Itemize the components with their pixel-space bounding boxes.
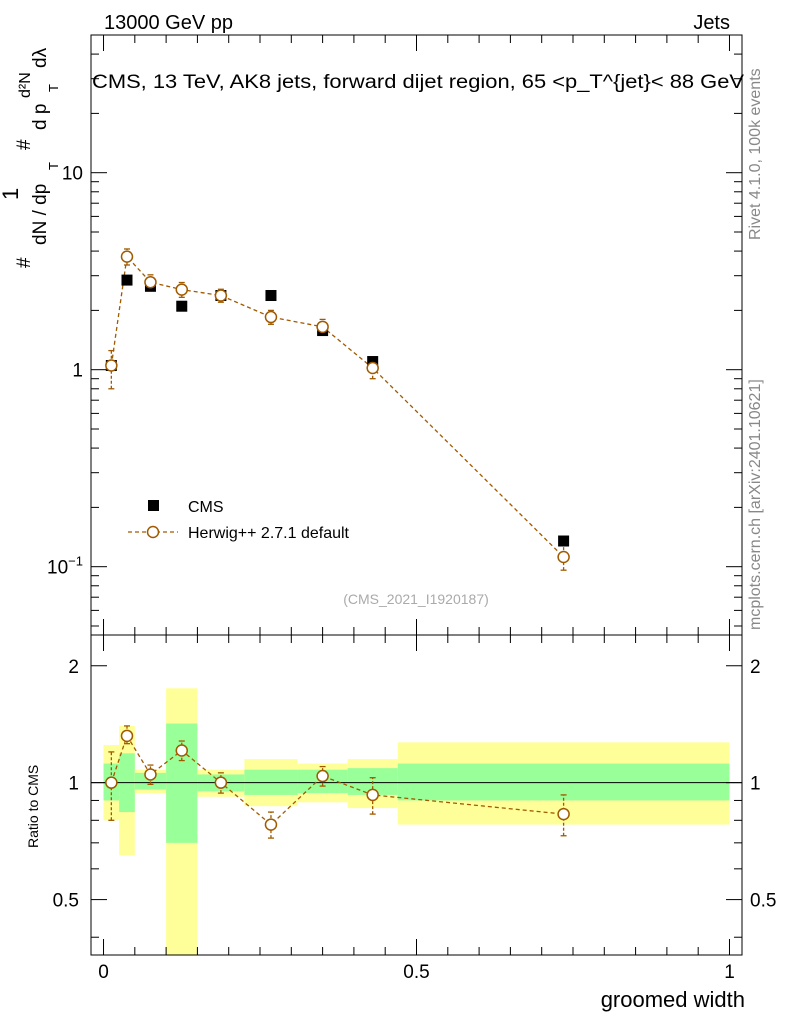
ratio-herwig-point (105, 776, 118, 789)
ratio-ytick-label-right: 0.5 (750, 891, 776, 912)
legend-herwig-label: Herwig++ 2.7.1 default (188, 525, 350, 542)
ratio-herwig-point (120, 729, 134, 743)
ratio-frame (90, 634, 743, 956)
xtick-label: 0.5 (403, 962, 429, 983)
herwig-point (557, 550, 570, 564)
x-axis-label: groomed width (601, 987, 745, 1012)
ratio-band-inner (134, 772, 167, 790)
ratio-herwig-point (557, 807, 570, 821)
legend: CMS Herwig++ 2.7.1 default (128, 499, 350, 542)
ratio-herwig-point (144, 768, 157, 781)
svg-text:T: T (46, 162, 61, 170)
ratio-herwig-point (366, 788, 379, 802)
mcplots-label: mcplots.cern.ch [arXiv:2401.10621] (747, 379, 764, 630)
svg-text:#: # (14, 257, 35, 268)
header-left: 13000 GeV pp (104, 12, 233, 34)
ratio-herwig-point (316, 769, 329, 783)
ratio-ylabel: Ratio to CMS (25, 765, 41, 848)
ratio-ytick-label-right: 2 (750, 657, 761, 678)
xtick-label: 1 (724, 962, 735, 983)
ratio-ytick-label: 1 (68, 774, 79, 795)
herwig-point (105, 359, 118, 372)
main-frame (90, 34, 743, 636)
herwig-point (144, 275, 157, 289)
herwig-point (366, 361, 379, 375)
svg-text:d²N: d²N (17, 72, 34, 98)
chart-title: CMS, 13 TeV, AK8 jets, forward dijet reg… (92, 72, 744, 93)
watermark: (CMS_2021_I1920187) (343, 591, 489, 607)
svg-text:dλ: dλ (30, 47, 51, 68)
main-ytick-label: 10−1 (47, 554, 83, 579)
main-ylabel: # dN / dp 1 T # d p T d²N dλ (0, 47, 61, 268)
main-ytick-label: 10 (62, 164, 83, 185)
rivet-label: Rivet 4.1.0, 100k events (747, 68, 764, 240)
ratio-ytick-label: 0.5 (53, 891, 79, 912)
xtick-label: 0 (98, 962, 109, 983)
svg-text:#: # (14, 139, 35, 150)
svg-text:1: 1 (0, 188, 23, 200)
svg-text:T: T (46, 84, 61, 92)
herwig-point (175, 283, 189, 296)
main-panel: CMS, 13 TeV, AK8 jets, forward dijet reg… (47, 34, 744, 636)
cms-point (121, 274, 133, 286)
legend-herwig-marker (146, 525, 160, 539)
main-ytick-label: 1 (72, 361, 83, 382)
ratio-herwig-point (175, 744, 189, 757)
ratio-herwig-point (214, 776, 228, 789)
cms-point (558, 535, 570, 547)
herwig-line (110, 255, 565, 558)
ratio-ytick-label-right: 1 (750, 774, 761, 795)
legend-cms-marker (148, 500, 159, 511)
cms-point (265, 290, 277, 302)
ratio-ytick-label: 2 (68, 657, 79, 678)
cms-point (367, 356, 379, 368)
herwig-point (264, 310, 278, 324)
ratio-panel: 0.5 0.5 1 1 2 2 (53, 634, 776, 956)
herwig-point (120, 250, 134, 263)
header-right: Jets (693, 12, 730, 34)
svg-text:dN / dp: dN / dp (30, 184, 51, 245)
legend-cms-label: CMS (188, 499, 224, 516)
ratio-herwig-point (264, 818, 278, 831)
herwig-point (214, 289, 228, 302)
herwig-point (316, 320, 329, 334)
svg-text:d p: d p (30, 104, 51, 130)
cms-point (176, 300, 188, 312)
